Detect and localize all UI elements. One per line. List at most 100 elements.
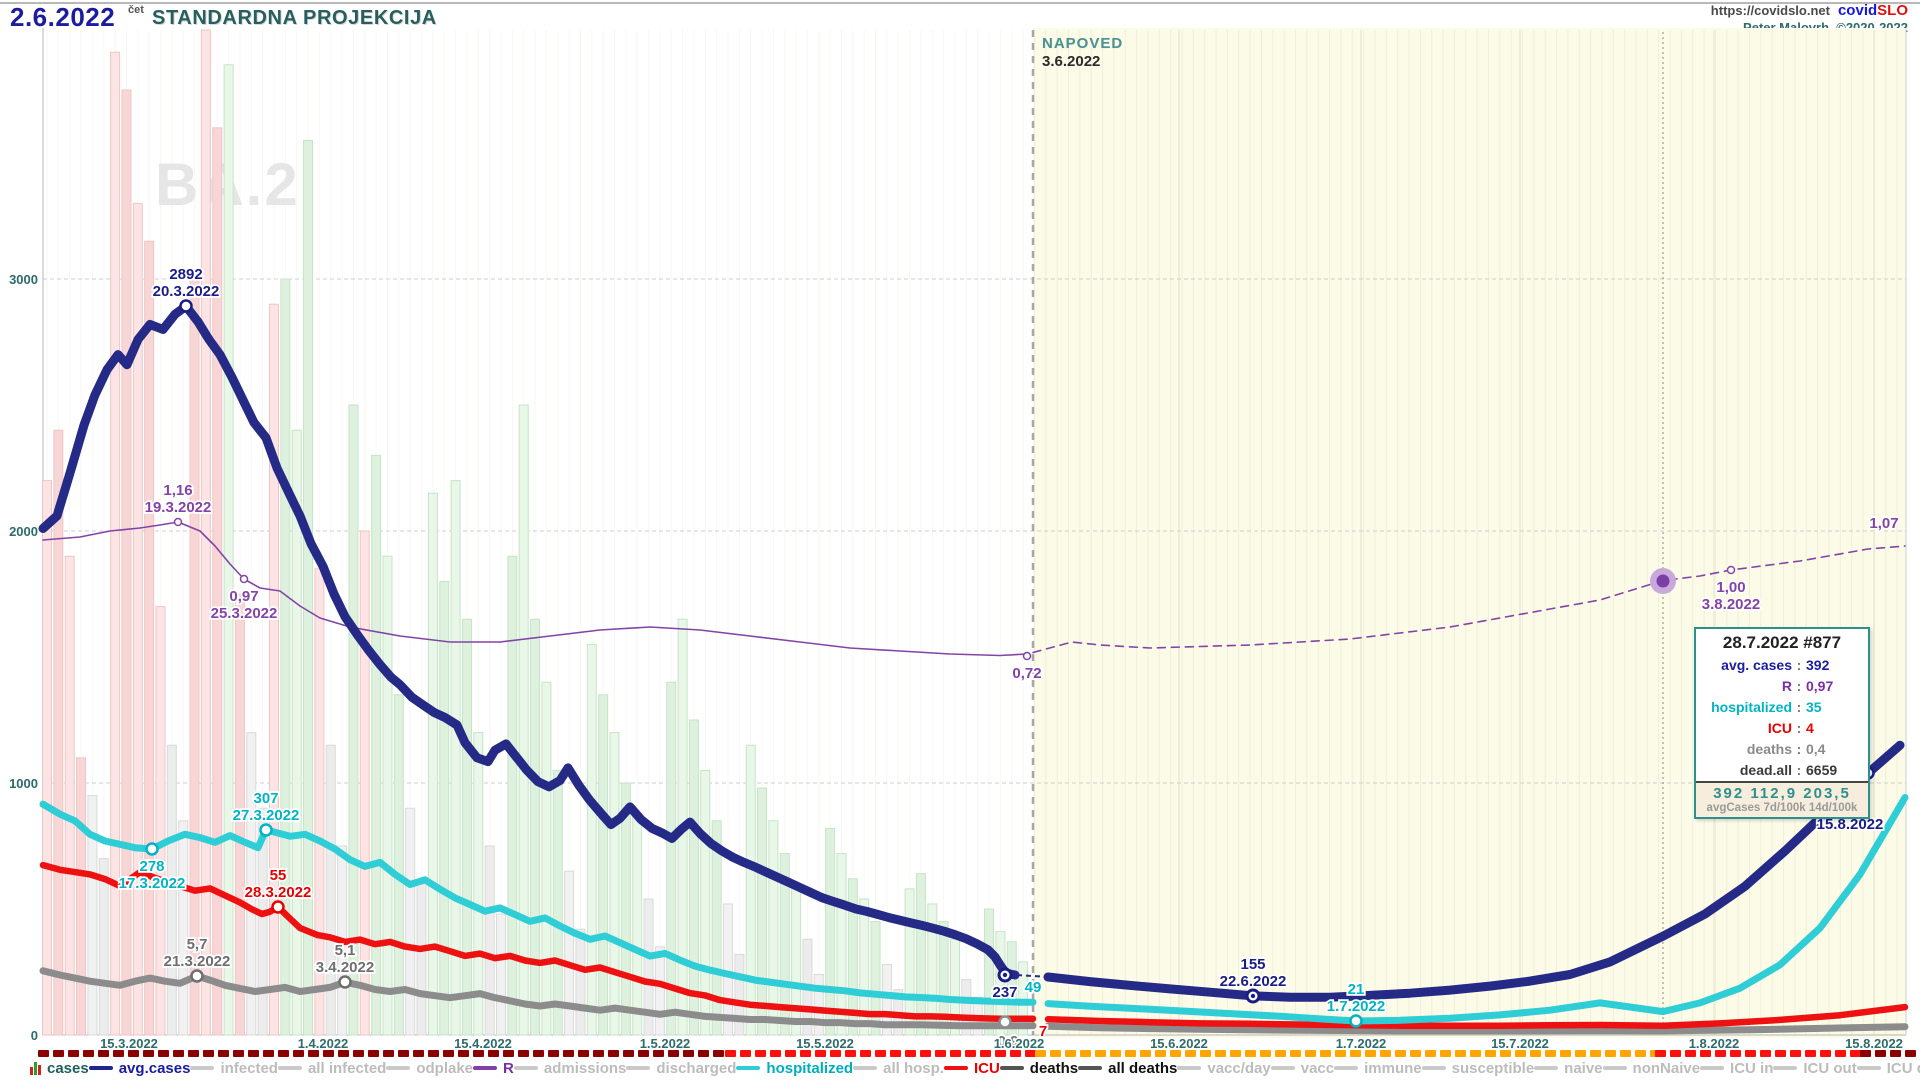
legend-item-icu[interactable]: ICU <box>943 1060 1000 1077</box>
info-box-row: hospitalized:35 <box>1711 699 1822 715</box>
legend-dash-icon <box>513 1066 538 1070</box>
svg-text:3000: 3000 <box>9 272 38 287</box>
legend-dash-icon <box>88 1066 113 1070</box>
svg-text:1,00: 1,00 <box>1716 579 1745 596</box>
legend-item-icu-in[interactable]: ICU in <box>1700 1060 1773 1077</box>
brand-slo: SLO <box>1877 2 1908 19</box>
forecast-label: NAPOVED <box>1042 35 1123 52</box>
svg-text:5,7: 5,7 <box>187 936 208 953</box>
svg-text:1000: 1000 <box>9 776 38 791</box>
legend-dash-icon <box>277 1066 302 1070</box>
info-box-row: avg. cases:392 <box>1721 657 1830 673</box>
svg-text:0,97: 0,97 <box>229 588 258 605</box>
info-box: 28.7.2022 #877 avg. cases:392 R:0,97 hospi… <box>1694 627 1870 819</box>
svg-text:17.3.2022: 17.3.2022 <box>119 875 186 892</box>
top-divider <box>0 2 1920 4</box>
chart-legend: cases avg.cases infected all infected odplak… <box>30 1058 1920 1078</box>
svg-text:0,72: 0,72 <box>1012 665 1041 682</box>
legend-item-label: ICU in <box>1730 1059 1774 1077</box>
legend-item-label: discharged <box>656 1059 737 1077</box>
series-icu <box>39 861 1909 1029</box>
legend-dash-icon <box>1334 1066 1359 1070</box>
legend-item-icu-deaths[interactable]: ICU deaths <box>1856 1059 1920 1077</box>
legend-item-label: admissions <box>543 1059 627 1077</box>
legend-item-immune[interactable]: immune <box>1334 1060 1422 1077</box>
page-title: STANDARDNA PROJEKCIJA <box>152 7 437 29</box>
legend-item-label: R <box>503 1059 514 1077</box>
svg-text:49: 49 <box>1025 979 1042 996</box>
legend-dash-icon <box>190 1066 215 1070</box>
legend-item-vacc-day[interactable]: vacc/day <box>1177 1060 1271 1077</box>
legend-item-label: odplake <box>416 1059 474 1077</box>
svg-text:21.3.2022: 21.3.2022 <box>164 953 231 970</box>
legend-item-all-infected[interactable]: all infected <box>277 1060 386 1077</box>
legend-item-susceptible[interactable]: susceptible <box>1421 1059 1535 1077</box>
svg-text:1.5.2022: 1.5.2022 <box>640 1036 691 1051</box>
legend-dash-icon <box>1421 1066 1446 1070</box>
legend-item-label: ICU deaths <box>1886 1059 1920 1077</box>
svg-text:2000: 2000 <box>9 524 38 539</box>
legend-dash-icon <box>999 1066 1024 1070</box>
site-url-link[interactable]: https://covidslo.net <box>1710 3 1830 18</box>
legend-item-label: infected <box>220 1059 278 1077</box>
legend-item-odplake[interactable]: odplake <box>386 1060 473 1077</box>
legend-dash-icon <box>1270 1066 1295 1070</box>
svg-text:22.6.2022: 22.6.2022 <box>1220 973 1287 990</box>
info-box-row: deaths:0,4 <box>1746 741 1826 757</box>
svg-text:3.4.2022: 3.4.2022 <box>316 959 374 976</box>
legend-item-vacc[interactable]: vacc <box>1270 1059 1335 1077</box>
legend-item-label: susceptible <box>1451 1059 1535 1077</box>
svg-text:55: 55 <box>270 867 287 884</box>
legend-item-naive[interactable]: naive <box>1534 1060 1603 1077</box>
series-avg-cases <box>38 301 1905 1002</box>
svg-text:1,07: 1,07 <box>1869 515 1898 532</box>
legend-item-label: vacc <box>1300 1059 1335 1077</box>
legend-dash-icon <box>1856 1066 1881 1070</box>
daily-bars <box>42 29 1029 1036</box>
legend-dash-icon <box>626 1066 651 1070</box>
svg-text:3.8.2022: 3.8.2022 <box>1702 596 1760 613</box>
legend-item-all-hosp-[interactable]: all hosp. <box>853 1060 944 1077</box>
svg-text:27.3.2022: 27.3.2022 <box>233 807 300 824</box>
info-box-row: ICU:4 <box>1767 720 1814 736</box>
svg-text:155: 155 <box>1240 956 1265 973</box>
svg-text:15.4.2022: 15.4.2022 <box>454 1036 512 1051</box>
legend-item-cases[interactable]: cases <box>30 1060 89 1077</box>
svg-text:15.6.2022: 15.6.2022 <box>1150 1036 1208 1051</box>
series-deaths <box>39 967 1909 1035</box>
svg-text:19.3.2022: 19.3.2022 <box>145 499 212 516</box>
current-weekday: čet <box>128 4 144 16</box>
legend-item-icu-out[interactable]: ICU out <box>1773 1060 1857 1077</box>
svg-text:15.3.2022: 15.3.2022 <box>100 1036 158 1051</box>
svg-text:278: 278 <box>139 858 164 875</box>
svg-text:237: 237 <box>992 984 1017 1001</box>
legend-item-avg-cases[interactable]: avg.cases <box>88 1059 191 1077</box>
legend-item-nonnaive[interactable]: nonNaive <box>1602 1060 1700 1077</box>
legend-item-label: deaths <box>1029 1059 1079 1077</box>
forecast-region <box>1033 28 1906 1038</box>
legend-item-hospitalized[interactable]: hospitalized <box>736 1060 853 1077</box>
legend-dash-icon <box>1602 1066 1627 1070</box>
svg-text:25.3.2022: 25.3.2022 <box>211 605 278 622</box>
legend-item-r[interactable]: R <box>473 1060 514 1077</box>
legend-item-admissions[interactable]: admissions <box>513 1059 627 1077</box>
legend-item-deaths[interactable]: deaths <box>999 1059 1079 1077</box>
info-box-footer-caption: avgCases 7d/100k 14d/100k <box>1706 802 1858 814</box>
svg-text:1.7.2022: 1.7.2022 <box>1327 998 1385 1015</box>
svg-text:0: 0 <box>31 1028 38 1043</box>
legend-item-all-deaths[interactable]: all deaths <box>1078 1060 1177 1077</box>
legend-item-label: avg.cases <box>118 1059 191 1077</box>
legend-item-infected[interactable]: infected <box>190 1060 278 1077</box>
cases-bars-icon <box>30 1061 41 1075</box>
legend-item-discharged[interactable]: discharged <box>626 1060 736 1077</box>
svg-text:1.6.2022: 1.6.2022 <box>994 1036 1045 1051</box>
legend-dash-icon <box>943 1066 968 1070</box>
legend-dash-icon <box>1078 1066 1103 1070</box>
svg-text:15.7.2022: 15.7.2022 <box>1491 1036 1549 1051</box>
svg-text:15.8.2022: 15.8.2022 <box>1817 816 1884 833</box>
current-date: 2.6.2022 <box>10 2 116 32</box>
phase-strip <box>38 1050 1916 1057</box>
svg-text:0,9: 0,9 <box>998 1033 1019 1050</box>
